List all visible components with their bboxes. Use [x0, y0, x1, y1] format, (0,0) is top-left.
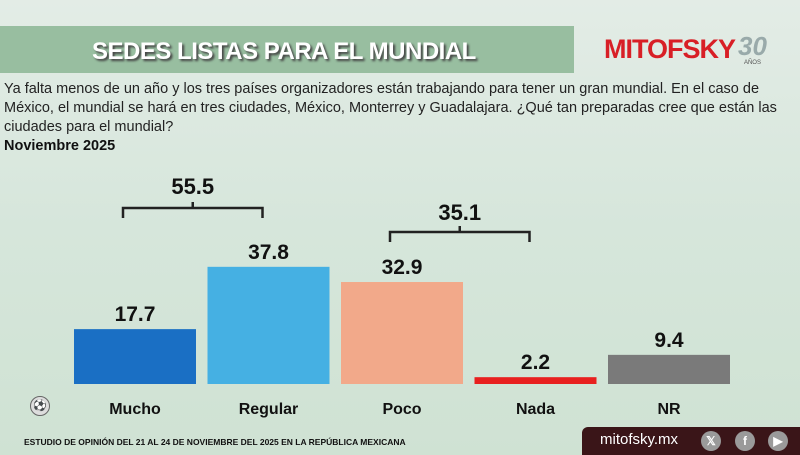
- anniversary-badge-group: 30 AÑOS: [738, 33, 767, 66]
- bracket: [121, 202, 264, 218]
- logo-group: MITOFSKY 30 AÑOS: [604, 24, 800, 74]
- youtube-icon[interactable]: ▶: [768, 431, 788, 451]
- facebook-icon[interactable]: f: [735, 431, 755, 451]
- bracket-total-label: 35.1: [438, 200, 481, 225]
- bar-mucho: [74, 329, 196, 384]
- bracket: [388, 226, 531, 242]
- bar-poco: [341, 282, 463, 384]
- footer-box: [582, 427, 800, 455]
- category-label: NR: [657, 401, 681, 418]
- data-label: 2.2: [521, 351, 550, 374]
- soccer-ball-icon: ⚽: [30, 396, 50, 416]
- category-label: Poco: [382, 401, 421, 418]
- page-title: SEDES LISTAS PARA EL MUNDIAL: [92, 38, 476, 65]
- website-link[interactable]: mitofsky.mx: [600, 431, 679, 448]
- category-label: Mucho: [109, 401, 161, 418]
- category-label: Nada: [516, 401, 555, 418]
- data-label: 17.7: [115, 303, 156, 326]
- title-bar: [0, 26, 574, 73]
- anniversary-badge-sub: AÑOS: [743, 59, 761, 66]
- anniversary-badge: 30: [738, 30, 767, 61]
- question-block: Ya falta menos de un año y los tres país…: [4, 80, 796, 156]
- data-label: 32.9: [382, 256, 423, 279]
- survey-date: Noviembre 2025: [4, 138, 116, 154]
- bar-nada: [474, 377, 597, 384]
- mitofsky-logo: MITOFSKY: [604, 33, 736, 64]
- data-label: 9.4: [654, 329, 684, 352]
- bracket-total-label: 55.5: [171, 174, 214, 199]
- survey-question: Ya falta menos de un año y los tres país…: [4, 81, 777, 135]
- category-label: Regular: [239, 401, 299, 418]
- bar-regular: [207, 266, 330, 384]
- bar-nr: [608, 354, 730, 384]
- data-label: 37.8: [248, 241, 289, 264]
- footer-text: ESTUDIO DE OPINIÓN DEL 21 AL 24 DE NOVIE…: [24, 437, 406, 447]
- x-icon[interactable]: 𝕏: [701, 431, 721, 451]
